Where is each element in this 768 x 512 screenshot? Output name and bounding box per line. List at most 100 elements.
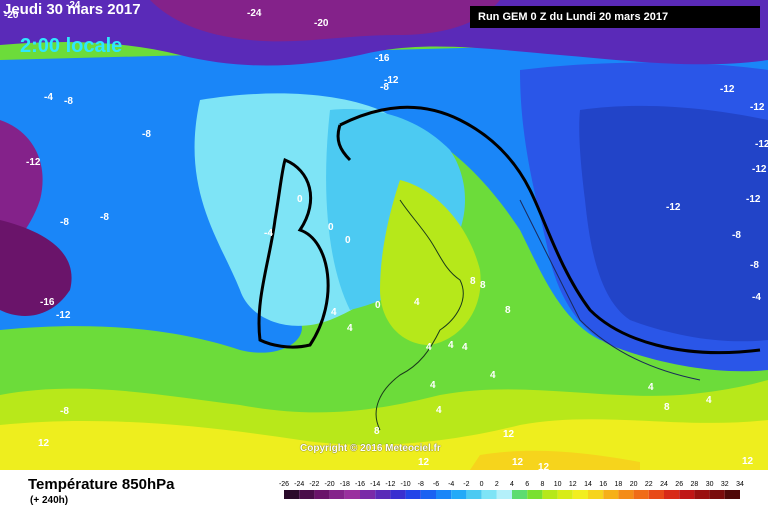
scale-tick-label: 30: [706, 481, 714, 488]
scale-tick-label: 18: [615, 481, 623, 488]
scale-swatches: [284, 490, 740, 499]
forecast-map: -20 -24 -24 -20 -16 -12 -8 -4 -8 -8 -12 -8 -8 -4 -16 -1…: [0, 0, 768, 470]
contour-label: -12: [720, 84, 735, 95]
scale-tick-label: 28: [691, 481, 699, 488]
contour-label: -12: [752, 164, 767, 175]
scale-swatch: [633, 490, 649, 499]
contour-label: 4: [426, 342, 432, 353]
scale-swatch: [694, 490, 710, 499]
scale-swatch: [648, 490, 664, 499]
scale-swatch: [709, 490, 725, 499]
cold-pocket-greenland: [0, 120, 43, 255]
contour-label: -16: [40, 297, 55, 308]
contour-label: 8: [374, 426, 380, 437]
scale-swatch: [314, 490, 330, 499]
scale-swatch: [390, 490, 406, 499]
scale-tick-label: 10: [554, 481, 562, 488]
scale-tick-labels: -26 -24 -22 -20 -18 -16 -14 -12 -10 -8 -6 -4 -2 0 2 4 6 8…: [279, 481, 744, 488]
scale-tick-label: -16: [355, 481, 365, 488]
contour-label: 4: [648, 382, 654, 393]
scale-tick-label: -2: [463, 481, 469, 488]
scale-tick-label: -22: [309, 481, 319, 488]
scale-tick-label: 22: [645, 481, 653, 488]
scale-tick-label: 32: [721, 481, 729, 488]
contour-label: 8: [505, 305, 511, 316]
scale-swatch: [542, 490, 558, 499]
scale-tick-label: 2: [495, 481, 499, 488]
contour-label: -8: [60, 406, 69, 417]
scale-tick-label: -10: [401, 481, 411, 488]
contour-label: -20: [4, 10, 19, 21]
contour-label: 0: [328, 222, 334, 233]
contour-label: -12: [26, 157, 41, 168]
zero-isotherm-east: [339, 105, 761, 355]
scale-swatch: [466, 490, 482, 499]
scale-swatch: [436, 490, 452, 499]
contour-label: 4: [490, 370, 496, 381]
scale-tick-label: -4: [448, 481, 454, 488]
contour-label: 4: [430, 380, 436, 391]
temp-band-14: [470, 450, 640, 470]
contour-label: -12: [56, 310, 71, 321]
scale-swatch: [664, 490, 680, 499]
forecast-date: Jeudi 30 mars 2017: [3, 1, 141, 18]
scale-tick-label: 24: [660, 481, 668, 488]
scale-swatch: [451, 490, 467, 499]
contour-label: -8: [100, 212, 109, 223]
contour-label: -8: [64, 96, 73, 107]
scale-swatch: [496, 490, 512, 499]
contour-label: -16: [375, 53, 390, 64]
scale-swatch: [360, 490, 376, 499]
contour-label: -12: [755, 139, 768, 150]
contour-labels: -20-24-24-20-16-12-8-4 -8-8-12-8 -8-4-16-1…: [4, 0, 768, 470]
contour-label: -8: [380, 82, 389, 93]
scale-swatch: [588, 490, 604, 499]
scale-swatch: [557, 490, 573, 499]
temp-band-minus-14: [579, 105, 768, 342]
scale-swatch: [329, 490, 345, 499]
scale-swatch: [299, 490, 315, 499]
scale-tick-label: -14: [370, 481, 380, 488]
contour-label: 4: [436, 405, 442, 416]
scale-tick-label: -20: [325, 481, 335, 488]
contour-label: 4: [462, 342, 468, 353]
scale-tick-label: 6: [525, 481, 529, 488]
scale-tick-label: 8: [540, 481, 544, 488]
zero-isotherm-west: [257, 157, 330, 349]
contour-label: 4: [331, 307, 337, 318]
contour-label: -20: [314, 18, 329, 29]
scale-tick-label: -26: [279, 481, 289, 488]
contour-label: 8: [470, 276, 476, 287]
scale-tick-label: -12: [385, 481, 395, 488]
scale-tick-label: 0: [480, 481, 484, 488]
contour-label: 4: [448, 340, 454, 351]
contour-label: 12: [538, 462, 550, 470]
contour-label: -24: [247, 8, 262, 19]
run-info: Run GEM 0 Z du Lundi 20 mars 2017: [470, 6, 760, 28]
scale-swatch: [724, 490, 740, 499]
contour-label: -12: [666, 202, 681, 213]
scale-tick-label: 26: [675, 481, 683, 488]
contour-label: -8: [60, 217, 69, 228]
scale-tick-label: -8: [418, 481, 424, 488]
contour-label: 0: [375, 300, 381, 311]
coastline-europe: [375, 199, 464, 431]
scale-swatch: [527, 490, 543, 499]
contour-label: 4: [414, 297, 420, 308]
color-scale: -26 -24 -22 -20 -18 -16 -14 -12 -10 -8 -6 -4 -2 0 2 4 6 8…: [279, 481, 744, 499]
warm-core-8: [380, 180, 481, 345]
contour-label: -24: [66, 0, 81, 11]
contour-label: 12: [38, 438, 50, 449]
scale-swatch: [481, 490, 497, 499]
contour-label: 0: [345, 235, 351, 246]
zero-isotherm-north: [336, 124, 352, 162]
field-title: Température 850hPa: [28, 476, 175, 493]
scale-tick-label: -24: [294, 481, 304, 488]
contour-label: -4: [44, 92, 53, 103]
scale-tick-label: -6: [433, 481, 439, 488]
contour-label: 12: [742, 456, 754, 467]
temp-band-minus-20: [150, 0, 500, 42]
contour-label: 12: [503, 429, 515, 440]
temperature-field: -20-24-24-20-16-12-8-4 -8-8-12-8 -8-4-16-1…: [0, 0, 768, 470]
contour-label: 4: [706, 395, 712, 406]
